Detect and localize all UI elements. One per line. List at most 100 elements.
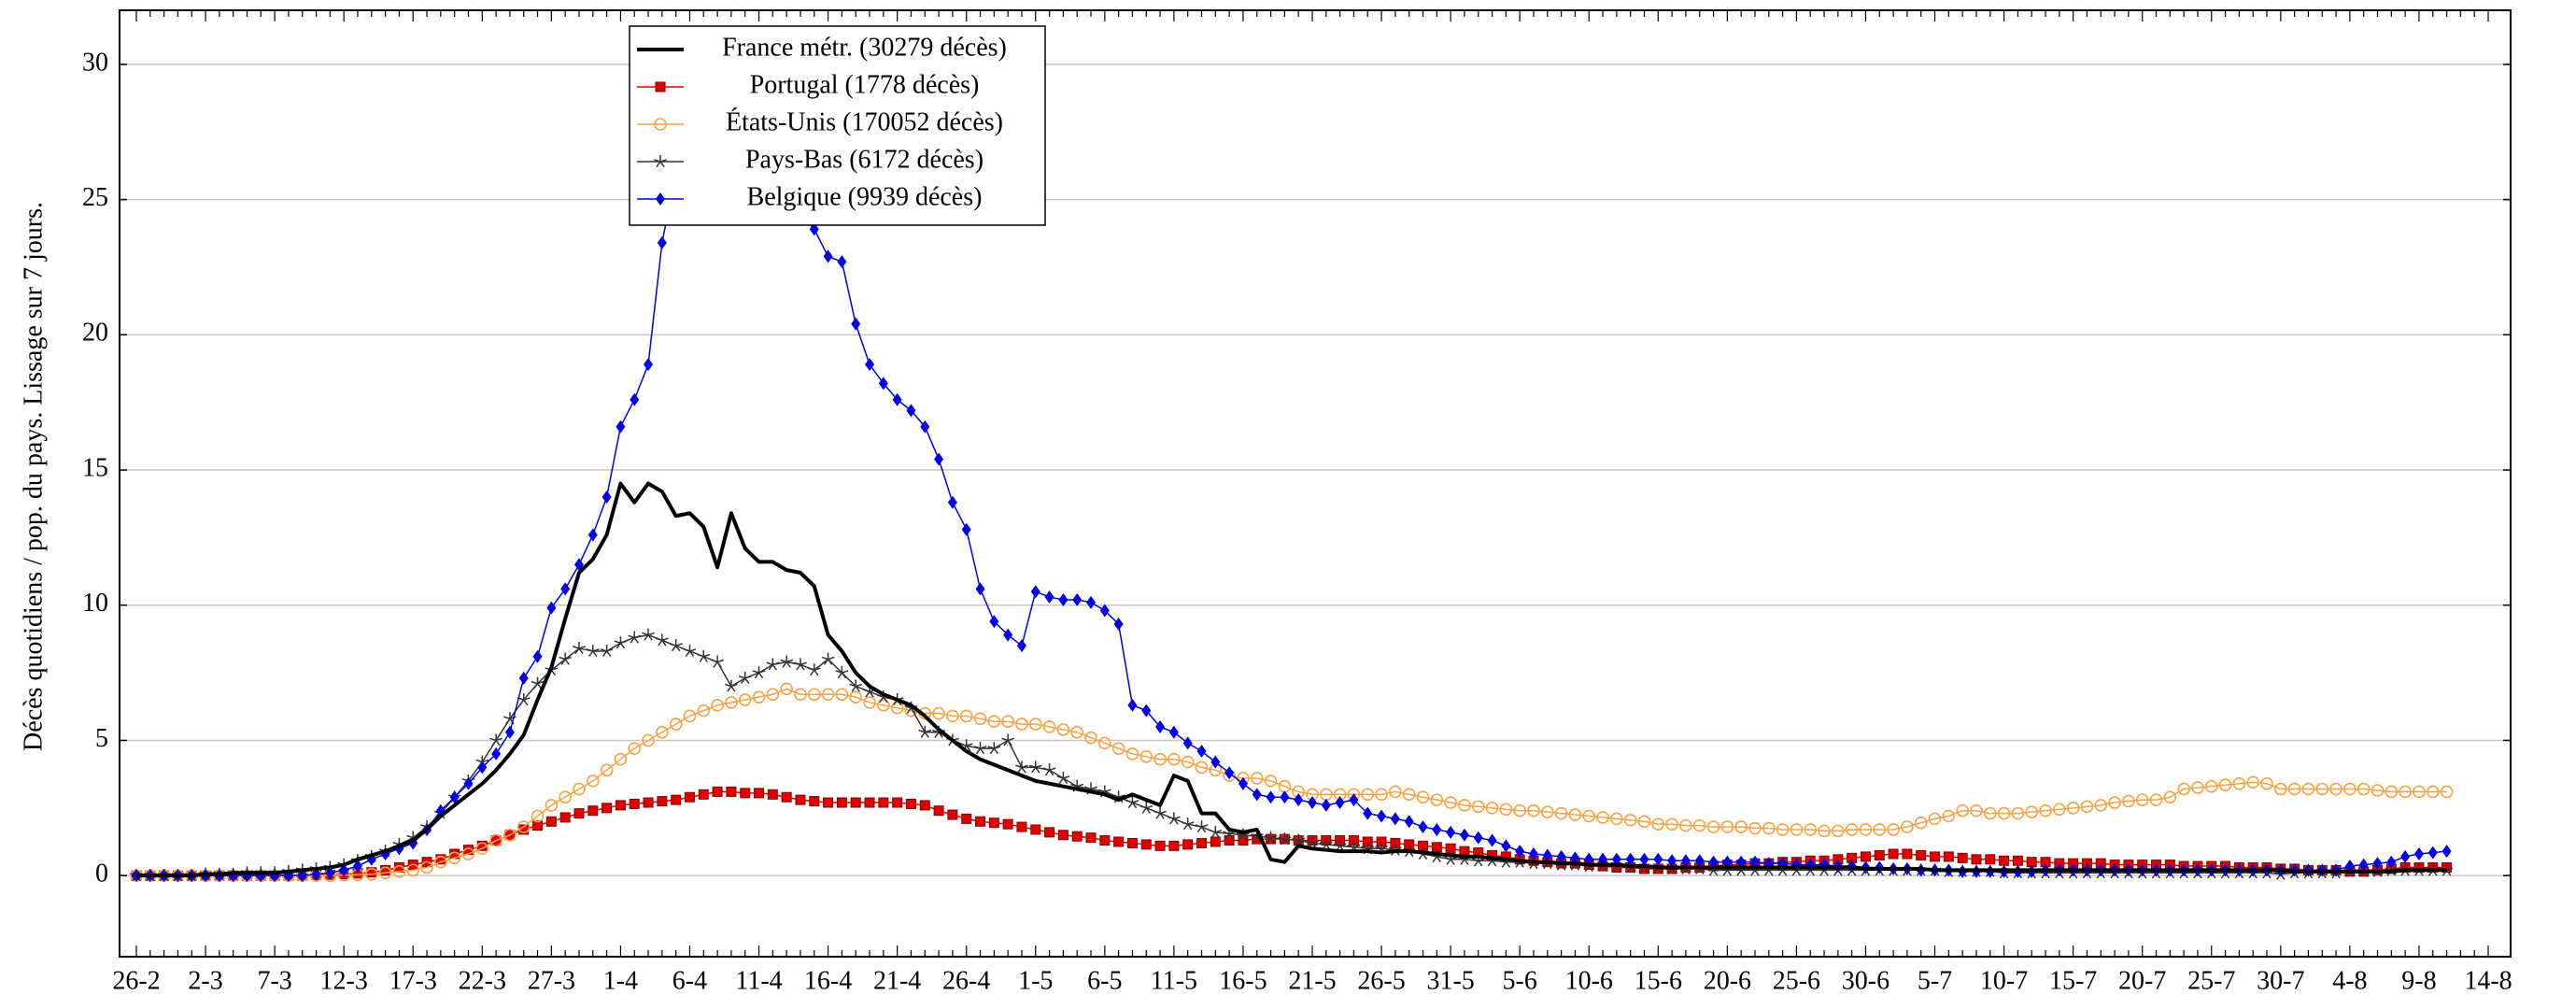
marker: [987, 742, 1001, 755]
marker: [1679, 818, 1692, 832]
x-tick-label: 15-6: [1635, 966, 1682, 995]
marker: [573, 808, 585, 819]
marker: [738, 693, 752, 706]
marker: [1280, 790, 1290, 804]
marker: [1278, 832, 1292, 846]
marker: [918, 725, 932, 738]
marker: [1154, 806, 1167, 819]
marker: [1154, 752, 1167, 766]
marker: [2066, 802, 2080, 815]
x-tick-label: 21-5: [1288, 966, 1336, 995]
marker: [740, 788, 751, 799]
x-tick-label: 21-4: [873, 966, 921, 995]
marker: [711, 699, 724, 712]
marker: [752, 690, 766, 704]
marker: [1943, 851, 1954, 862]
marker: [1818, 824, 1831, 838]
marker: [1804, 823, 1818, 836]
y-tick-label: 0: [95, 860, 108, 888]
marker: [1971, 854, 1982, 865]
marker: [959, 709, 973, 723]
marker: [1001, 715, 1014, 728]
marker: [1057, 830, 1069, 841]
marker: [683, 709, 697, 723]
marker: [809, 222, 819, 236]
marker: [1015, 760, 1028, 774]
marker: [1125, 747, 1139, 760]
marker: [837, 255, 847, 269]
marker: [807, 663, 821, 676]
marker: [987, 715, 1001, 728]
marker: [1168, 752, 1181, 766]
marker: [1404, 815, 1414, 829]
marker: [587, 805, 599, 817]
x-tick-label: 30-6: [1842, 966, 1890, 995]
marker: [975, 816, 986, 827]
marker: [684, 791, 695, 803]
x-tick-label: 5-6: [1503, 966, 1537, 995]
x-tick-label: 26-5: [1357, 966, 1405, 995]
marker: [325, 866, 335, 880]
marker: [1333, 839, 1347, 852]
x-tick-label: 11-5: [1151, 966, 1197, 995]
marker: [1210, 755, 1221, 769]
marker: [504, 725, 515, 739]
marker: [1499, 803, 1513, 817]
x-tick-label: 30-7: [2257, 966, 2304, 995]
marker: [934, 452, 944, 466]
marker: [1706, 820, 1720, 833]
y-tick-label: 20: [82, 319, 108, 348]
marker: [406, 863, 420, 877]
marker: [1528, 847, 1538, 861]
marker: [975, 582, 985, 596]
marker: [378, 866, 392, 880]
marker: [961, 813, 972, 824]
x-tick-label: 25-6: [1773, 966, 1820, 995]
marker: [1098, 736, 1111, 750]
marker: [821, 652, 835, 665]
marker: [1028, 718, 1042, 731]
marker: [1292, 833, 1306, 846]
marker: [1181, 755, 1195, 769]
marker: [780, 682, 793, 696]
marker: [1195, 760, 1209, 775]
y-tick-label: 25: [82, 183, 108, 212]
marker: [1901, 820, 1914, 833]
marker: [1085, 832, 1097, 844]
marker: [1762, 821, 1776, 835]
marker: [447, 851, 461, 865]
marker: [823, 249, 833, 263]
marker: [849, 690, 863, 704]
marker: [1044, 827, 1055, 838]
marker: [1471, 800, 1485, 814]
legend-label: France métr. (30279 décès): [722, 33, 1007, 62]
series-line: [136, 481, 2447, 878]
marker: [1182, 839, 1194, 850]
marker: [546, 601, 557, 615]
x-tick-label: 15-7: [2049, 966, 2097, 995]
x-tick-label: 25-7: [2187, 966, 2235, 995]
marker: [352, 860, 362, 874]
x-tick-label: 5-7: [1918, 966, 1952, 995]
marker: [1653, 852, 1663, 866]
marker: [586, 644, 600, 658]
marker: [517, 693, 531, 706]
marker: [2149, 793, 2163, 806]
marker: [671, 794, 682, 805]
marker: [946, 709, 959, 723]
marker: [1210, 836, 1221, 847]
marker: [1099, 604, 1110, 618]
marker: [573, 642, 586, 655]
marker: [1195, 820, 1209, 833]
marker: [2260, 776, 2273, 790]
marker: [1623, 814, 1637, 827]
marker: [1527, 803, 1540, 817]
marker: [795, 794, 806, 805]
marker: [2400, 849, 2411, 863]
marker: [1598, 852, 1608, 866]
marker: [311, 867, 321, 881]
marker: [1321, 798, 1331, 812]
marker: [2025, 805, 2039, 818]
marker: [1513, 803, 1526, 817]
marker: [1983, 806, 1997, 820]
